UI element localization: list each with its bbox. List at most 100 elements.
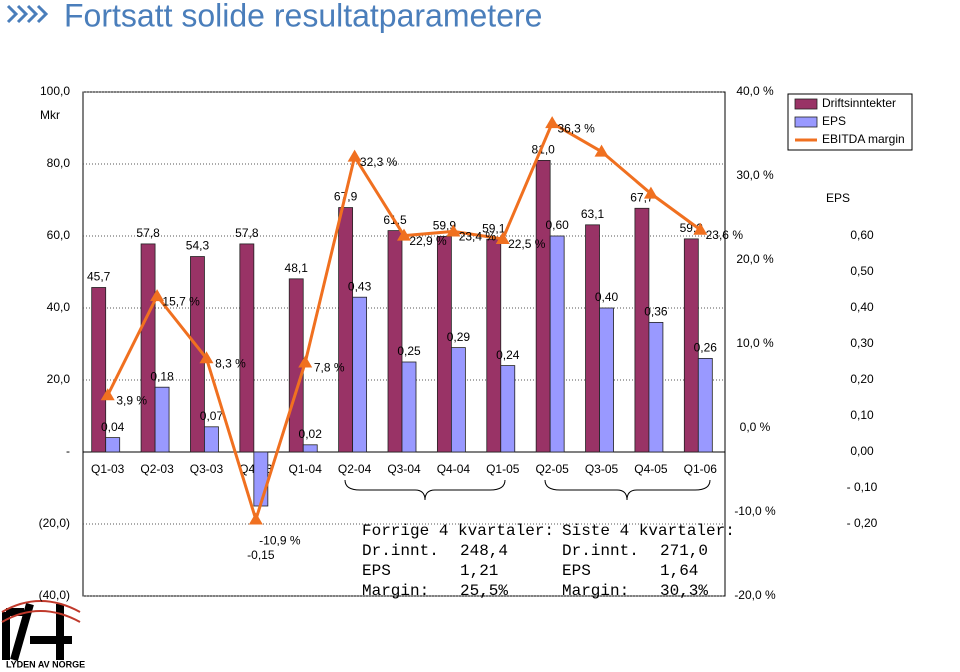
legend-swatch [794,116,818,128]
x-tick-label: Q4-04 [437,462,471,476]
line-value-label: 22,9 % [409,234,447,248]
y-tick-label: 80,0 [47,156,71,170]
x-tick-label: Q2-05 [535,462,569,476]
bar [450,347,466,453]
y-tick-label: (20,0) [39,516,70,530]
x-tick-label: Q3-05 [585,462,619,476]
line-marker [397,228,411,241]
bar [105,437,121,453]
line-value-label: -10,9 % [259,534,301,548]
y3-tick-label: -10,0 % [734,504,776,518]
y-axis-label: Mkr [40,108,60,122]
summary-label: EPS [562,562,591,580]
line-value-label: 8,3 % [215,356,246,370]
x-tick-label: Q1-03 [91,462,125,476]
bar-value-label: 0,43 [348,279,372,293]
summary-value: 25,5% [460,582,508,600]
legend-label: EPS [822,114,846,128]
summary-heading: Siste 4 kvartaler: [562,522,735,540]
bar-value-label: -0,15 [247,548,275,562]
line-value-label: 23,6 % [706,228,744,242]
y2-axis-label: EPS [826,191,850,205]
bar [253,451,269,507]
bar [140,243,156,453]
y3-tick-label: 0,0 % [740,420,771,434]
y2-tick-label: 0,30 [850,336,874,350]
bar-value-label: 63,1 [581,207,605,221]
line-marker [446,224,461,237]
line-marker [347,149,362,162]
line-marker [693,222,708,235]
bar-value-label: 0,24 [496,348,520,362]
line-marker [594,144,609,157]
y2-tick-label: - 0,20 [847,516,878,530]
bar [204,426,219,453]
title-chevrons [6,4,49,24]
line-marker [199,351,214,364]
y2-tick-label: 0,50 [850,264,874,278]
y-tick-label: 60,0 [47,228,71,242]
summary-value: 1,64 [660,562,698,580]
bar [549,235,565,453]
summary-value: 1,21 [460,562,498,580]
bar [697,357,713,453]
line-marker [298,355,313,368]
x-tick-label: Q4-05 [634,462,668,476]
y-tick-label: 20,0 [47,372,71,386]
y2-tick-label: 0,10 [850,408,874,422]
logo: LYDEN AV NORGE [1,600,85,669]
bar [401,361,417,453]
summary-label: Margin: [362,582,429,600]
bar-value-label: 54,3 [186,239,210,253]
y-tick-label: (40,0) [39,588,70,602]
line-value-label: 36,3 % [557,121,595,135]
bar [436,235,452,453]
summary-label: Dr.innt. [362,542,439,560]
y2-tick-label: 0,40 [850,300,874,314]
line-value-label: 7,8 % [314,361,345,375]
line-marker [545,116,560,129]
line-marker [643,186,658,199]
bar [486,238,502,453]
bar-value-label: 81,0 [531,143,555,157]
bar-value-label: 0,18 [150,369,174,383]
summary-label: EPS [362,562,391,580]
bar-value-label: 48,1 [285,261,309,275]
y3-tick-label: 30,0 % [736,168,774,182]
bar [634,207,650,453]
line-marker [150,289,165,302]
title: Fortsatt solide resultatparametere [64,0,542,33]
bar-value-label: 0,07 [200,409,224,423]
bar-value-label: 0,29 [447,330,471,344]
legend-swatch [794,98,818,110]
bar-value-label: 0,60 [545,218,569,232]
bar-value-label: 59,1 [482,221,506,235]
summary-value: 248,4 [460,542,508,560]
bar [585,224,600,453]
x-tick-label: Q3-04 [387,462,421,476]
bar [302,444,318,453]
bar [239,243,255,453]
bar-value-label: 0,26 [694,341,718,355]
y2-tick-label: 0,60 [850,228,874,242]
bar [338,207,354,453]
y2-tick-label: - 0,10 [847,480,878,494]
bar-value-label: 57,8 [235,226,259,240]
bar-value-label: 0,25 [397,344,421,358]
summary-label: Dr.innt. [562,542,639,560]
legend-label: Driftsinntekter [822,96,896,110]
x-tick-label: Q3-03 [190,462,224,476]
logo-text: LYDEN AV NORGE [6,659,85,669]
bar [535,159,551,453]
y3-tick-label: 10,0 % [736,336,774,350]
bar-value-label: 57,8 [136,226,160,240]
bar [683,238,699,453]
summary-heading: Forrige 4 kvartaler: [362,522,554,540]
line-marker [495,232,510,244]
braces [344,479,711,501]
x-tick-label: Q1-06 [684,462,718,476]
bar [387,230,403,453]
bar [154,386,170,453]
x-tick-label: Q1-05 [486,462,520,476]
